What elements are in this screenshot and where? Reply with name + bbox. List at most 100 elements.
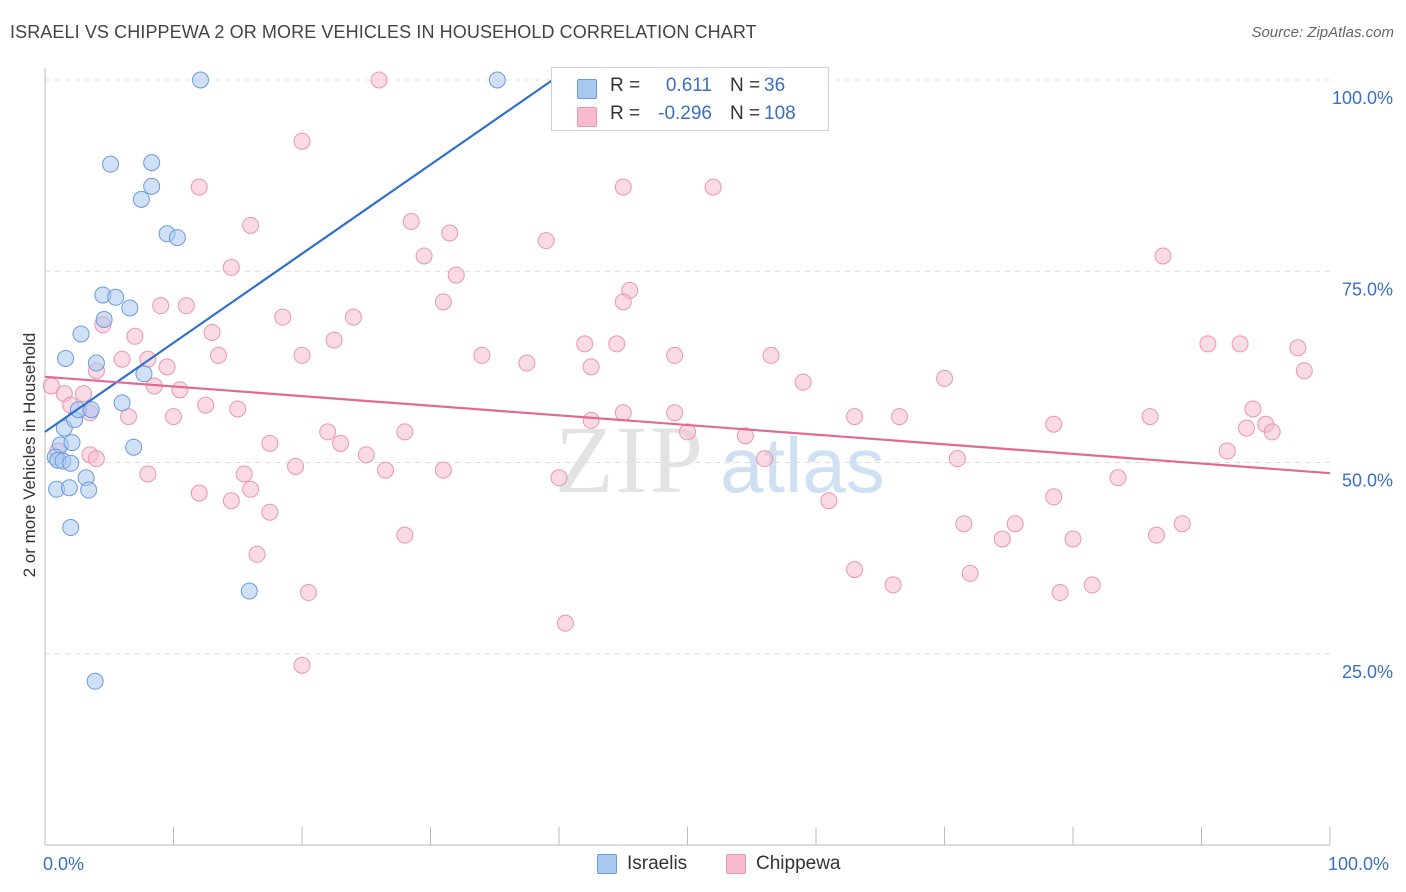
israelis-trend-line bbox=[44, 79, 554, 433]
chippewa-point bbox=[614, 293, 632, 311]
chippewa-point bbox=[415, 247, 433, 265]
chippewa-trend-line bbox=[44, 375, 1331, 475]
chippewa-point bbox=[158, 358, 176, 376]
chippewa-point bbox=[209, 346, 227, 364]
watermark: ZIP atlas bbox=[555, 406, 885, 513]
chippewa-point bbox=[736, 427, 754, 445]
israelis-point bbox=[95, 310, 113, 328]
chippewa-point bbox=[614, 178, 632, 196]
chippewa-point bbox=[139, 465, 157, 483]
chippewa-point bbox=[1173, 515, 1191, 533]
chippewa-point bbox=[447, 266, 465, 284]
chippewa-point bbox=[242, 480, 260, 498]
chippewa-point bbox=[222, 492, 240, 510]
chippewa-point bbox=[248, 545, 266, 563]
israelis-point bbox=[80, 481, 98, 499]
chippewa-point bbox=[1218, 442, 1236, 460]
chippewa-point bbox=[704, 178, 722, 196]
chippewa-point bbox=[203, 323, 221, 341]
chippewa-point bbox=[293, 346, 311, 364]
israelis-point bbox=[143, 154, 161, 172]
israelis-point bbox=[132, 190, 150, 208]
chippewa-point bbox=[1231, 335, 1249, 353]
chippewa-point bbox=[120, 408, 138, 426]
chippewa-point bbox=[518, 354, 536, 372]
chippewa-point bbox=[126, 327, 144, 345]
legend-label-chippewa: Chippewa bbox=[756, 853, 841, 874]
chippewa-point bbox=[441, 224, 459, 242]
legend-r-label: R = bbox=[610, 103, 641, 124]
chippewa-point bbox=[165, 408, 182, 426]
chippewa-point bbox=[402, 213, 420, 231]
legend-r-value: 0.611 bbox=[665, 75, 712, 96]
chippewa-point bbox=[190, 484, 208, 502]
chippewa-point bbox=[197, 396, 215, 414]
chippewa-point bbox=[666, 346, 684, 364]
source-label: Source: ZipAtlas.com bbox=[1251, 24, 1394, 41]
legend-row-chippewa: R = -0.296 N = 108 bbox=[552, 101, 828, 129]
chippewa-point bbox=[1244, 400, 1262, 418]
chippewa-point bbox=[1083, 576, 1101, 594]
chippewa-point bbox=[377, 461, 395, 479]
chippewa-point bbox=[794, 373, 812, 391]
axes bbox=[44, 68, 1331, 846]
israelis-point bbox=[240, 582, 258, 600]
chippewa-point bbox=[614, 404, 632, 422]
chippewa-point bbox=[884, 576, 902, 594]
y-tick-label: 50.0% bbox=[1342, 471, 1393, 491]
chippewa-point bbox=[1006, 515, 1024, 533]
israelis-point bbox=[72, 325, 90, 343]
chippewa-point bbox=[1199, 335, 1217, 353]
series-legend: Israelis Chippewa bbox=[0, 851, 1406, 879]
chippewa-point bbox=[537, 232, 555, 250]
israelis-swatch-icon bbox=[577, 79, 597, 99]
israelis-point bbox=[62, 454, 80, 472]
legend-r-label: R = bbox=[610, 75, 641, 96]
israelis-point bbox=[63, 434, 81, 452]
israelis-point bbox=[60, 479, 78, 497]
chippewa-point bbox=[1263, 423, 1281, 441]
chippewa-point bbox=[319, 423, 337, 441]
israelis-legend-icon bbox=[597, 854, 617, 874]
chippewa-point bbox=[396, 526, 414, 544]
gridlines bbox=[45, 79, 1330, 655]
chippewa-point bbox=[556, 614, 574, 632]
chippewa-point bbox=[1148, 526, 1166, 544]
chippewa-point bbox=[434, 461, 452, 479]
chippewa-point bbox=[948, 450, 966, 468]
chippewa-legend-icon bbox=[726, 854, 746, 874]
chippewa-point bbox=[274, 308, 292, 326]
chippewa-point bbox=[762, 346, 780, 364]
chippewa-point bbox=[396, 423, 414, 441]
chippewa-point bbox=[370, 71, 388, 89]
chippewa-point bbox=[1141, 408, 1159, 426]
israelis-point bbox=[107, 288, 125, 306]
chippewa-point bbox=[177, 297, 195, 315]
chippewa-point bbox=[357, 446, 375, 464]
chippewa-point bbox=[1109, 469, 1127, 487]
x-tick-label-max: 100.0% bbox=[1328, 854, 1389, 874]
israelis-points bbox=[46, 71, 645, 690]
y-tick-labels: 25.0% 50.0% 75.0% 100.0% bbox=[1332, 88, 1393, 682]
chippewa-point bbox=[261, 434, 279, 452]
chippewa-point bbox=[242, 216, 260, 234]
chippewa-point bbox=[576, 335, 594, 353]
chippewa-point bbox=[820, 492, 838, 510]
y-tick-label: 100.0% bbox=[1332, 88, 1393, 108]
chippewa-point bbox=[993, 530, 1011, 548]
chippewa-point bbox=[1051, 584, 1069, 602]
stats-legend: R = 0.611 N = 36 R = -0.296 N = 108 bbox=[551, 67, 829, 131]
trend-lines bbox=[44, 79, 1331, 475]
legend-n-label: N = bbox=[730, 75, 761, 96]
chippewa-point bbox=[434, 293, 452, 311]
chippewa-point bbox=[190, 178, 208, 196]
chippewa-point bbox=[846, 561, 864, 579]
chippewa-point bbox=[293, 132, 311, 150]
israelis-point bbox=[82, 401, 100, 419]
israelis-point bbox=[102, 155, 120, 173]
legend-row-israelis: R = 0.611 N = 36 bbox=[552, 73, 828, 101]
israelis-point bbox=[168, 229, 186, 247]
chippewa-point bbox=[1064, 530, 1082, 548]
israelis-point bbox=[135, 365, 153, 383]
